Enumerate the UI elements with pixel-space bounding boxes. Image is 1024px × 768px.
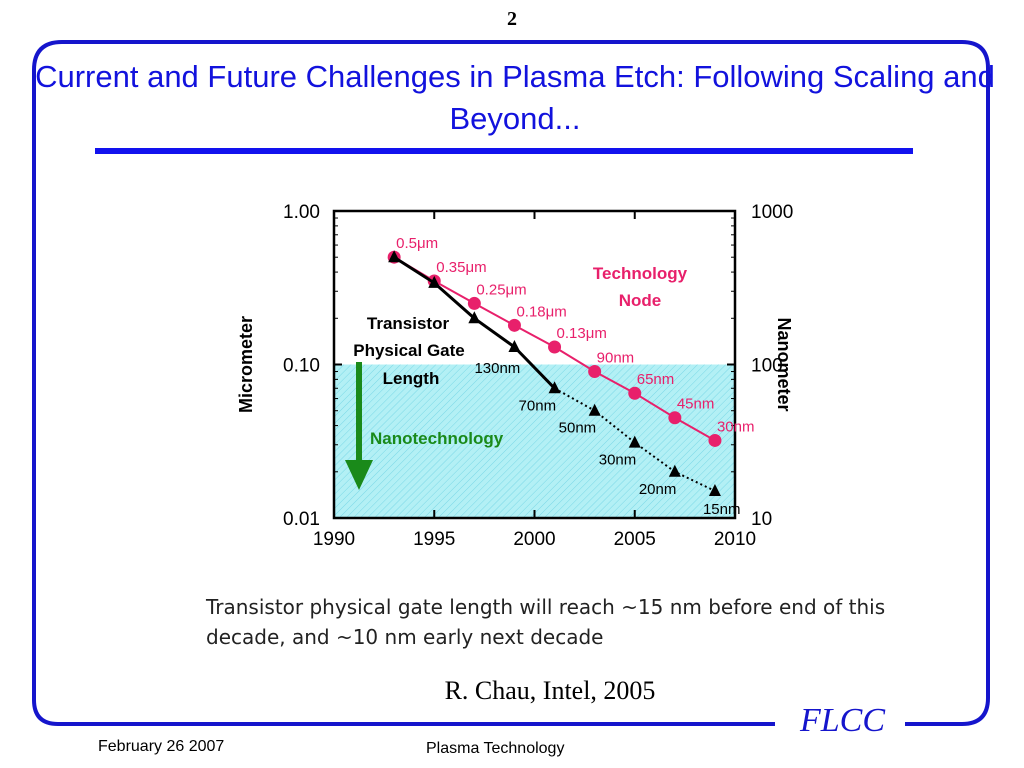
gate-length-label: 30nm — [599, 452, 637, 469]
gate-length-name: Physical Gate — [353, 341, 465, 360]
x-tick-label: 2000 — [513, 529, 555, 550]
gate-length-label: 20nm — [639, 481, 677, 498]
y-right-tick-label: 1000 — [751, 202, 793, 223]
footer-title: Plasma Technology — [426, 740, 565, 757]
gate-length-point — [548, 381, 561, 394]
technology-node-name: Technology — [593, 264, 688, 283]
gate-length-label: 15nm — [703, 501, 741, 518]
gate-length-name: Length — [383, 369, 440, 388]
technology-node-label: 0.35μm — [436, 259, 486, 276]
gate-length-point — [668, 464, 681, 477]
gate-length-point — [508, 340, 521, 353]
gate-length-point — [708, 483, 721, 496]
technology-node-label: 90nm — [597, 350, 635, 367]
technology-node-label: 0.25μm — [476, 281, 526, 298]
gate-length-point — [388, 250, 401, 263]
gate-length-label: 70nm — [519, 397, 557, 414]
gate-length-line-dotted — [554, 387, 716, 492]
y-left-tick-label: 0.10 — [283, 356, 320, 377]
gate-length-label: 130nm — [474, 360, 520, 377]
gate-length-name: Transistor — [367, 314, 450, 333]
y-right-axis-label: Nanometer — [774, 317, 794, 411]
technology-node-name: Node — [619, 291, 662, 310]
gate-length-point — [628, 435, 641, 448]
technology-node-point — [548, 340, 562, 354]
gate-length-point — [588, 403, 601, 416]
technology-node-label: 0.13μm — [557, 325, 607, 342]
nanotechnology-arrow-shaft — [356, 362, 362, 470]
technology-node-label: 30nm — [717, 418, 755, 435]
technology-node-point — [668, 411, 682, 425]
technology-node-point — [628, 386, 642, 400]
y-left-tick-label: 0.01 — [283, 509, 320, 530]
gate-length-point — [428, 275, 441, 288]
y-left-axis-label: Micrometer — [236, 316, 256, 413]
x-tick-label: 1990 — [313, 529, 355, 550]
slide-title: Current and Future Challenges in Plasma … — [35, 59, 995, 136]
nanotechnology-arrow-head — [345, 460, 373, 490]
technology-node-label: 65nm — [637, 371, 675, 388]
y-right-tick-label: 100 — [751, 356, 783, 377]
technology-node-label: 0.18μm — [516, 303, 566, 320]
gate-length-point — [468, 311, 481, 324]
citation: R. Chau, Intel, 2005 — [444, 676, 656, 705]
x-tick-label: 2005 — [614, 529, 656, 550]
technology-node-point — [708, 433, 722, 447]
nanotechnology-label: Nanotechnology — [370, 429, 504, 448]
gate-length-label: 50nm — [559, 420, 597, 437]
x-tick-label: 2010 — [714, 529, 756, 550]
title-underline — [95, 148, 913, 154]
flcc-logo: FLCC — [792, 702, 894, 740]
technology-node-point — [588, 365, 602, 379]
technology-node-point — [507, 318, 521, 332]
scaling-chart: 1.00 0.10 0.01 1000 100 10 1990 1995 2000 2005 201… — [236, 202, 794, 550]
nanotechnology-region — [334, 364, 735, 518]
slide-number: 2 — [507, 8, 517, 30]
technology-node-point — [467, 296, 481, 310]
technology-node-label: 45nm — [677, 396, 715, 413]
chart-caption: Transistor physical gate length will rea… — [206, 595, 886, 649]
technology-node-label: 0.5μm — [396, 235, 438, 252]
y-right-tick-label: 10 — [751, 509, 772, 530]
y-left-tick-label: 1.00 — [283, 202, 320, 223]
x-tick-label: 1995 — [413, 529, 455, 550]
footer-date: February 26 2007 — [98, 738, 225, 755]
